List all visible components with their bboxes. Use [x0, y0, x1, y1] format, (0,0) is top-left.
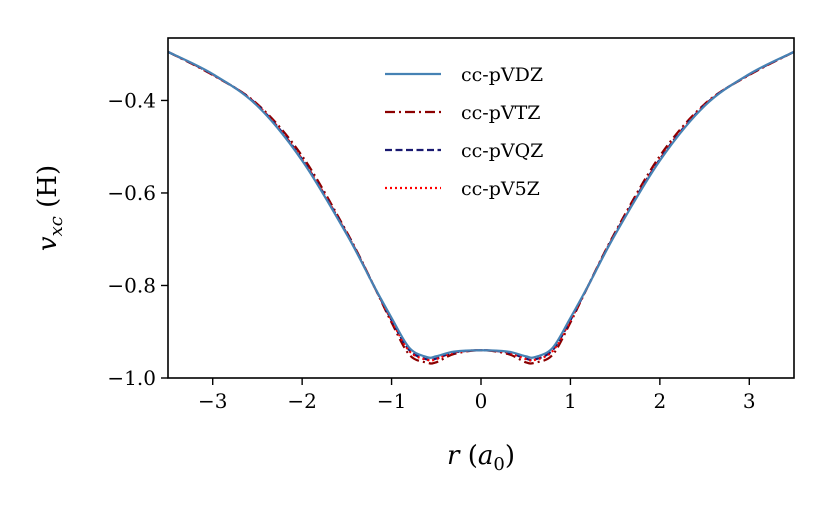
- plot-frame: [167, 37, 795, 379]
- x-tick-label: 2: [653, 389, 666, 413]
- y-tick-label: −1.0: [107, 366, 156, 390]
- y-tick-label: −0.8: [107, 273, 156, 297]
- y-axis: −1.0 −0.8 −0.6 −0.4: [107, 88, 168, 390]
- legend-label-cc-pVTZ: cc-pVTZ: [461, 102, 540, 124]
- x-tick-label: 0: [475, 389, 488, 413]
- legend-label-cc-pVDZ: cc-pVDZ: [461, 64, 543, 86]
- legend-label-cc-pV5Z: cc-pV5Z: [461, 178, 540, 200]
- x-tick-label: 3: [743, 389, 756, 413]
- x-tick-label: −3: [198, 389, 227, 413]
- series-layer: [168, 50, 794, 365]
- x-axis-label: r (a0): [447, 441, 515, 475]
- legend-label-cc-pVQZ: cc-pVQZ: [461, 140, 543, 162]
- y-tick-label: −0.4: [107, 88, 156, 112]
- x-tick-label: −2: [287, 389, 316, 413]
- y-tick-label: −0.6: [107, 181, 156, 205]
- x-axis: −3 −2 −1 0 1 2 3: [198, 378, 756, 413]
- series-line-cc-pVDZ: [168, 50, 794, 359]
- series-line-cc-pVTZ: [168, 50, 794, 365]
- legend: cc-pVDZ cc-pVTZ cc-pVQZ cc-pV5Z: [385, 64, 543, 200]
- x-tick-label: 1: [564, 389, 577, 413]
- series-line-cc-pVQZ: [168, 50, 794, 362]
- x-tick-label: −1: [377, 389, 406, 413]
- series-line-cc-pV5Z: [168, 50, 794, 362]
- y-axis-label: vxc (H): [33, 165, 67, 251]
